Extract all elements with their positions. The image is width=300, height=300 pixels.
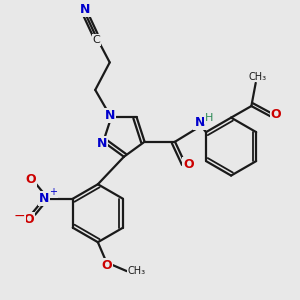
Text: N: N (97, 137, 107, 150)
Text: O: O (183, 158, 194, 171)
Text: O: O (26, 173, 36, 186)
Text: −: − (14, 209, 25, 223)
Text: H: H (205, 113, 213, 123)
Text: C: C (93, 35, 101, 45)
Text: O: O (271, 108, 281, 121)
Text: CH₃: CH₃ (128, 266, 146, 276)
Text: +: + (50, 188, 57, 197)
Text: N: N (39, 192, 49, 205)
Text: N: N (104, 109, 115, 122)
Text: O: O (101, 260, 112, 272)
Text: CH₃: CH₃ (248, 71, 266, 82)
Text: N: N (80, 3, 90, 16)
Text: N: N (194, 116, 205, 129)
Text: O: O (23, 212, 34, 226)
